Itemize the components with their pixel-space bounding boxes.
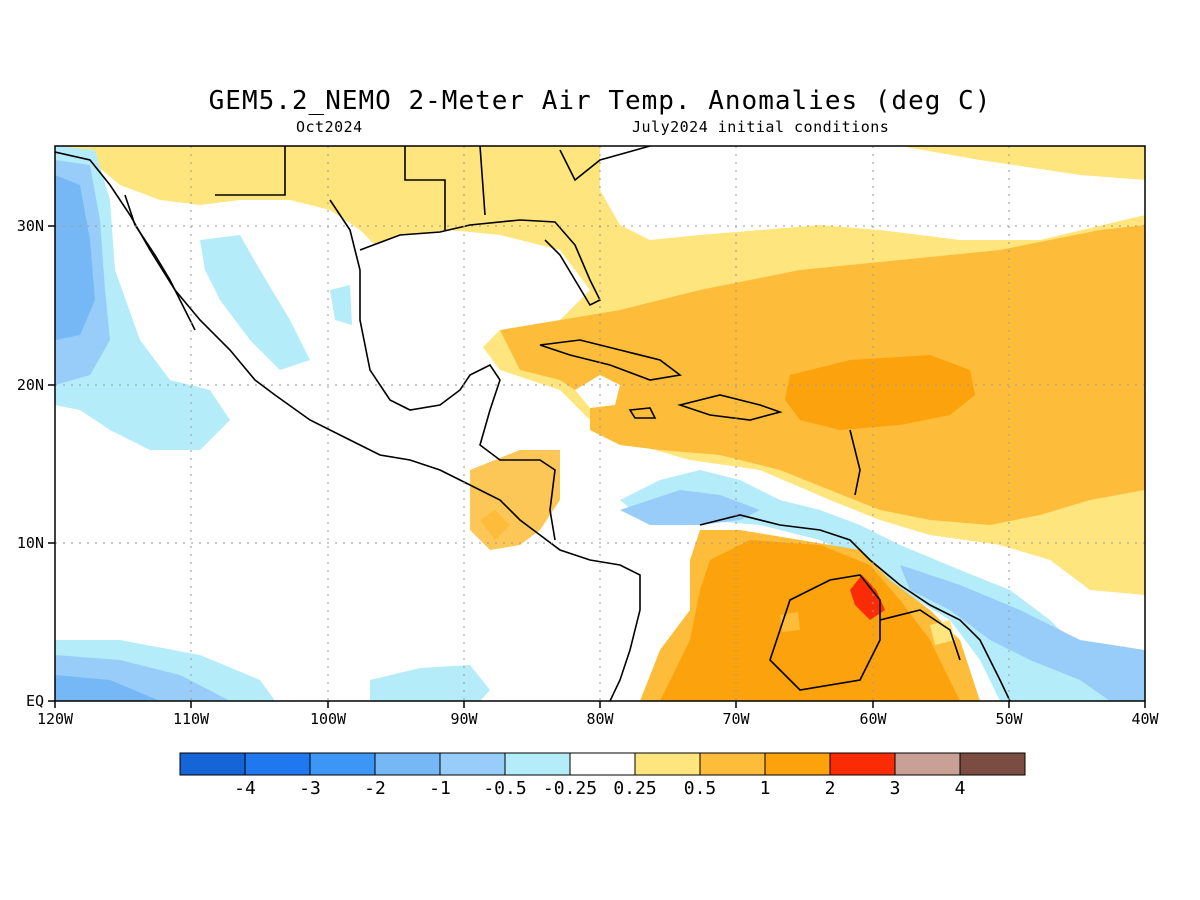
colorbar-swatch [244,752,311,776]
anomaly-region-atlantic-strong [785,355,975,430]
colorbar-label: 1 [760,778,771,799]
colorbar-label: -0.25 [543,778,597,799]
colorbar-label: -4 [234,778,256,799]
colorbar-swatch [309,752,376,776]
colorbar-label: -2 [364,778,386,799]
lon-label: 100W [310,710,347,728]
anomaly-field [55,146,1145,701]
colorbar-labels: -4 -3 -2 -1 -0.5 -0.25 0.25 0.5 1 2 3 4 [234,778,965,799]
lon-label: 60W [859,710,887,728]
lat-label: EQ [26,692,44,710]
anomaly-region-gulf-neutral [350,230,590,410]
colorbar-swatch [569,752,636,776]
colorbar-swatch [959,752,1026,776]
lon-label: 90W [450,710,478,728]
colorbar-swatch [439,752,506,776]
lon-label: 40W [1131,710,1159,728]
lon-label: 110W [173,710,210,728]
colorbar [179,752,1026,776]
lon-label: 80W [586,710,614,728]
colorbar-label: -0.5 [483,778,526,799]
colorbar-label: 0.25 [613,778,656,799]
colorbar-label: -1 [429,778,451,799]
latitude-labels: EQ 10N 20N 30N [17,217,44,710]
colorbar-swatch [179,752,246,776]
coastlines [55,146,1011,701]
map-title: GEM5.2_NEMO 2-Meter Air Temp. Anomalies … [208,86,992,116]
forecast-month-label: Oct2024 [296,118,363,136]
initial-conditions-label: July2024 initial conditions [632,118,890,136]
longitude-labels: 120W 110W 100W 90W 80W 70W 60W 50W 40W [37,710,1160,728]
colorbar-label: 4 [955,778,966,799]
colorbar-swatch [634,752,701,776]
lat-label: 20N [17,376,44,394]
lat-label: 30N [17,217,44,235]
colorbar-swatch [764,752,831,776]
lon-label: 120W [37,710,74,728]
colorbar-label: 0.5 [684,778,717,799]
graticule [55,146,1145,701]
colorbar-swatch [504,752,571,776]
axis-ticks [48,225,1146,708]
colorbar-label: 3 [890,778,901,799]
anomaly-region-guyana-hot [850,575,885,620]
anomaly-region-pacific-neutral [55,190,440,640]
colorbar-swatch [699,752,766,776]
anomaly-region-atlantic-neutral [600,146,1145,240]
lat-label: 10N [17,534,44,552]
anomaly-region-south-america-strong [660,540,960,701]
lon-label: 50W [995,710,1023,728]
colorbar-swatch [374,752,441,776]
colorbar-swatch [829,752,896,776]
lon-label: 70W [722,710,750,728]
colorbar-label: -3 [299,778,321,799]
colorbar-swatch [894,752,961,776]
colorbar-label: 2 [825,778,836,799]
